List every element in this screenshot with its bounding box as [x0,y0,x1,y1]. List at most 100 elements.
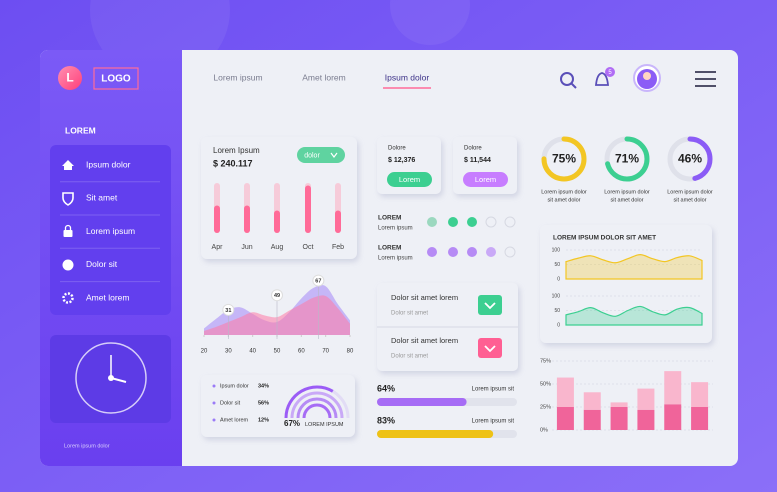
status-title: LOREM [378,215,401,222]
dropdown-caret [330,152,338,158]
nav-tab[interactable]: Amet lorem [302,72,345,82]
donut-label: 75% [552,152,576,166]
icon-home [62,160,74,170]
menu-item[interactable]: Lorem ipsum [86,226,135,236]
y-tick-label: 50 [554,262,560,268]
x-tick-label: 70 [322,349,329,355]
bell-icon[interactable] [595,72,609,86]
gauge-value: 67% [284,419,300,428]
search-icon[interactable] [560,72,574,86]
status-title: LOREM [378,245,401,252]
menu-item[interactable]: Sit amet [86,193,118,203]
x-tick-label: Apr [212,244,224,251]
legend-value: 12% [258,417,269,423]
annotation-point [312,274,325,287]
legend-name: Ipsum dolor [220,383,249,389]
legend-value: 56% [258,400,269,406]
icon-lock-shackle [64,224,72,230]
dot [448,247,458,257]
dot [504,216,516,228]
button[interactable] [463,172,508,187]
legend-card [201,375,355,437]
menu-icons [62,160,74,304]
toggle-title: Dolor sit amet lorem [391,336,458,345]
bar [305,185,311,233]
button-label[interactable]: Lorem [399,175,420,184]
gauge-decor [296,397,338,419]
button-label[interactable]: Lorem [475,175,496,184]
y-tick-label: 0% [540,427,548,433]
y-tick-label: 50 [554,308,560,314]
x-tick-label: Jun [241,244,252,251]
x-tick-label: Feb [332,244,344,251]
dot [448,217,458,227]
status-subtitle: Lorem ipsum [378,256,413,262]
menu-item[interactable]: Dolor sit [86,259,118,269]
legend-bullet [212,418,216,422]
dot [467,217,477,227]
y-tick-label: 100 [552,293,561,299]
area [204,295,350,335]
menu-item[interactable]: Ipsum dolor [86,159,131,169]
dropdown-label[interactable]: dolor [304,152,320,159]
y-tick-label: 100 [552,247,561,253]
donut-label: 71% [615,152,639,166]
progress-label: Lorem ipsum sit [472,419,515,425]
price-label: Dolore [464,146,482,152]
price-amount: $ 11,544 [464,157,491,164]
nav-tab[interactable]: Ipsum dolor [385,72,430,82]
gauge-decor [302,403,332,419]
badge-count: 5 [608,70,612,76]
dot [427,247,437,257]
y-tick-label: 75% [540,358,551,364]
search-handle [570,82,577,89]
y-tick-label: 0 [557,276,560,282]
dot [427,217,437,227]
bar-segment [691,407,709,430]
donut-arc [667,136,713,182]
x-tick-label: Oct [303,244,314,251]
donut-caption: sit amet dolor [610,197,643,203]
nav-tab[interactable]: Lorem ipsum [213,72,262,82]
bar-segment [610,402,628,407]
bar-segment [583,409,601,430]
donut-arc [541,136,587,182]
bar-segment [637,388,655,410]
check-button[interactable] [478,295,502,315]
card-value: $ 240.117 [213,158,253,168]
bar [335,210,341,233]
bar-segment [637,409,655,430]
progress-value: 64% [377,383,395,393]
y-tick-label: 0 [557,322,560,328]
check-button[interactable] [478,338,502,358]
dropdown[interactable] [297,147,345,163]
gauge-label: LOREM IPSUM [305,422,344,428]
x-tick-label: 20 [201,349,208,355]
card-title: LOREM IPSUM DOLOR SIT AMET [553,235,656,242]
menu-button[interactable] [695,71,716,87]
bar-segment [556,407,574,430]
button[interactable] [387,172,432,187]
logo-text: LOGO [101,74,131,85]
bar-segment [664,404,682,430]
bar-segment [583,392,601,410]
progress-bar [377,430,494,438]
legend-bullet [212,384,216,388]
donut-label: 46% [678,152,702,166]
clock-center [108,375,114,381]
bar-segment [664,371,682,405]
toggle-subtitle: Dolor sit amet [391,311,428,317]
toggle-subtitle: Dolor sit amet [391,354,428,360]
gauge-decor [290,391,344,419]
menu-item[interactable]: Amet lorem [86,292,129,302]
icon-lock [63,230,73,237]
donut-caption: Lorem ipsum dolor [667,189,713,195]
check-icon [484,302,496,310]
icon-shield [62,192,74,206]
donut-arc [604,136,650,182]
dot [485,216,497,228]
avatar-head [643,72,651,80]
sidebar-heading: LOREM [65,125,96,135]
